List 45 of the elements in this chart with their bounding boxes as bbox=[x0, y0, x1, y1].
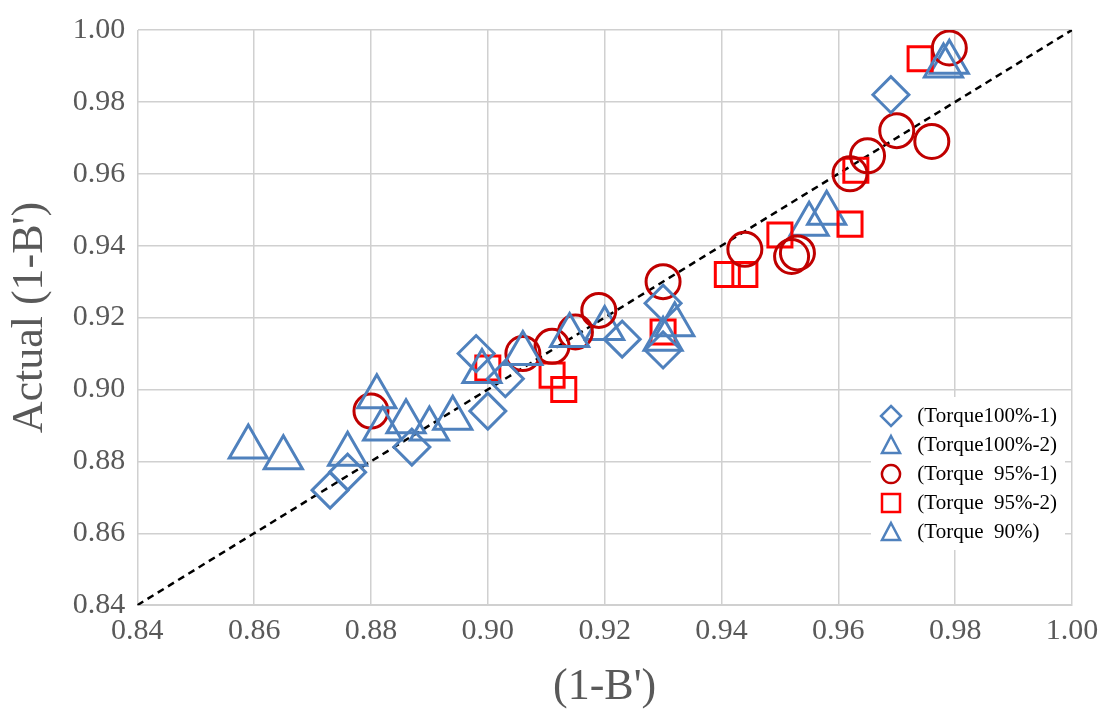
point bbox=[831, 155, 869, 193]
legend-label: (Torque 90%) bbox=[917, 519, 1040, 544]
point bbox=[392, 427, 432, 467]
y-tick-label: 0.96 bbox=[72, 154, 126, 188]
y-tick-label: 0.88 bbox=[72, 442, 126, 476]
y-tick-label: 1.00 bbox=[72, 10, 126, 44]
y-tick-label: 0.98 bbox=[72, 82, 126, 116]
point bbox=[643, 330, 683, 370]
point bbox=[456, 334, 496, 374]
point bbox=[836, 210, 864, 238]
point bbox=[731, 260, 759, 288]
x-tick-label: 0.98 bbox=[928, 612, 982, 646]
y-tick-label: 0.94 bbox=[72, 226, 126, 260]
x-axis-title: (1-B') bbox=[553, 660, 657, 710]
point bbox=[310, 470, 350, 510]
point bbox=[849, 137, 887, 175]
point bbox=[713, 260, 741, 288]
legend-label: (Torque 95%-1) bbox=[917, 461, 1057, 486]
point bbox=[485, 359, 525, 399]
y-tick-label: 0.92 bbox=[72, 298, 126, 332]
x-tick-label: 0.92 bbox=[578, 612, 631, 646]
x-tick-label: 0.86 bbox=[227, 612, 281, 646]
legend-label: (Torque100%-1) bbox=[917, 403, 1057, 428]
legend-label: (Torque 95%-2) bbox=[917, 490, 1057, 515]
point bbox=[913, 122, 951, 160]
point bbox=[328, 452, 368, 492]
x-tick-label: 0.96 bbox=[812, 612, 865, 646]
x-tick-label: 0.88 bbox=[344, 612, 398, 646]
point bbox=[602, 319, 642, 359]
y-tick-label: 0.86 bbox=[72, 514, 126, 548]
point bbox=[878, 112, 916, 150]
x-tick-label: 0.90 bbox=[461, 612, 515, 646]
legend-label: (Torque100%-2) bbox=[917, 432, 1057, 457]
x-tick-label: 0.94 bbox=[695, 612, 748, 646]
point bbox=[580, 291, 618, 329]
y-tick-label: 0.90 bbox=[72, 370, 126, 404]
y-axis-title: Actual (1-B') bbox=[2, 201, 52, 434]
point bbox=[550, 375, 578, 404]
point bbox=[643, 283, 683, 323]
point bbox=[644, 263, 682, 301]
point bbox=[871, 75, 911, 115]
point bbox=[468, 391, 508, 431]
point bbox=[726, 230, 764, 268]
point bbox=[930, 30, 968, 67]
x-tick-label: 1.00 bbox=[1045, 612, 1099, 646]
